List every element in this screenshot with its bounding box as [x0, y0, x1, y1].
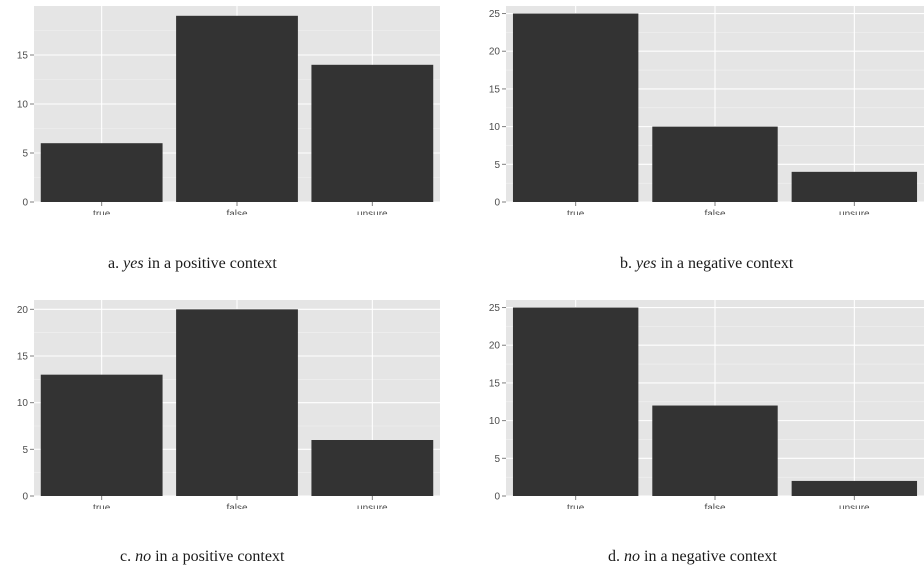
y-tick-label: 10	[17, 398, 29, 409]
chart-b-svg: 0 5 10 15 20 25 true false unsure	[489, 6, 924, 215]
chart-c: 0 5 10 15 20 true false unsure	[0, 294, 440, 509]
y-tick-label: 20	[489, 47, 501, 58]
y-tick-label: 25	[489, 9, 501, 20]
y-tick-label: 5	[494, 160, 500, 171]
bar-false	[176, 309, 298, 496]
x-tick-label: unsure	[357, 209, 388, 215]
chart-a-svg: 0 5 10 15 true false unsure	[17, 6, 440, 215]
y-tick-label: 0	[22, 492, 28, 503]
y-tick-label: 20	[489, 341, 501, 352]
caption-b: b. yes in a negative context	[620, 255, 794, 272]
x-tick-label: true	[567, 503, 585, 509]
y-tick-label: 10	[489, 122, 501, 133]
y-tick-label: 5	[22, 149, 28, 160]
y-tick-label: 15	[17, 352, 29, 363]
x-tick-label: true	[93, 209, 111, 215]
bar-unsure	[791, 171, 918, 202]
y-tick-label: 15	[17, 51, 29, 62]
chart-c-svg: 0 5 10 15 20 true false unsure	[17, 300, 440, 509]
bar-unsure	[311, 440, 434, 496]
bar-false	[652, 126, 778, 202]
bar-true	[512, 13, 639, 202]
x-tick-label: unsure	[839, 503, 870, 509]
chart-d: 0 5 10 15 20 25 true false unsure	[472, 294, 924, 509]
x-tick-label: false	[226, 209, 248, 215]
bar-true	[512, 307, 639, 496]
y-tick-label: 20	[17, 305, 29, 316]
y-tick-label: 10	[17, 100, 29, 111]
x-tick-label: false	[704, 209, 726, 215]
y-tick-label: 15	[489, 378, 501, 389]
x-tick-label: unsure	[839, 209, 870, 215]
y-tick-label: 0	[22, 198, 28, 209]
y-tick-label: 5	[494, 454, 500, 465]
x-tick-label: false	[704, 503, 726, 509]
y-tick-label: 0	[494, 198, 500, 209]
x-tick-label: true	[93, 503, 111, 509]
y-tick-label: 5	[22, 445, 28, 456]
x-tick-label: false	[226, 503, 248, 509]
y-tick-label: 10	[489, 416, 501, 427]
bar-false	[652, 405, 778, 496]
bar-false	[176, 15, 298, 202]
chart-a: 0 5 10 15 true false unsure	[0, 0, 440, 215]
y-tick-label: 0	[494, 492, 500, 503]
caption-c: c. no in a positive context	[120, 548, 285, 565]
caption-d: d. no in a negative context	[608, 548, 777, 565]
x-tick-label: unsure	[357, 503, 388, 509]
bar-unsure	[311, 64, 434, 202]
bar-true	[40, 143, 163, 202]
caption-a: a. yes in a positive context	[108, 255, 277, 272]
bar-true	[40, 374, 163, 496]
chart-d-svg: 0 5 10 15 20 25 true false unsure	[489, 300, 924, 509]
x-tick-label: true	[567, 209, 585, 215]
y-tick-label: 25	[489, 303, 501, 314]
bar-unsure	[791, 480, 918, 496]
y-tick-label: 15	[489, 84, 501, 95]
chart-b: 0 5 10 15 20 25 true false unsure	[472, 0, 924, 215]
